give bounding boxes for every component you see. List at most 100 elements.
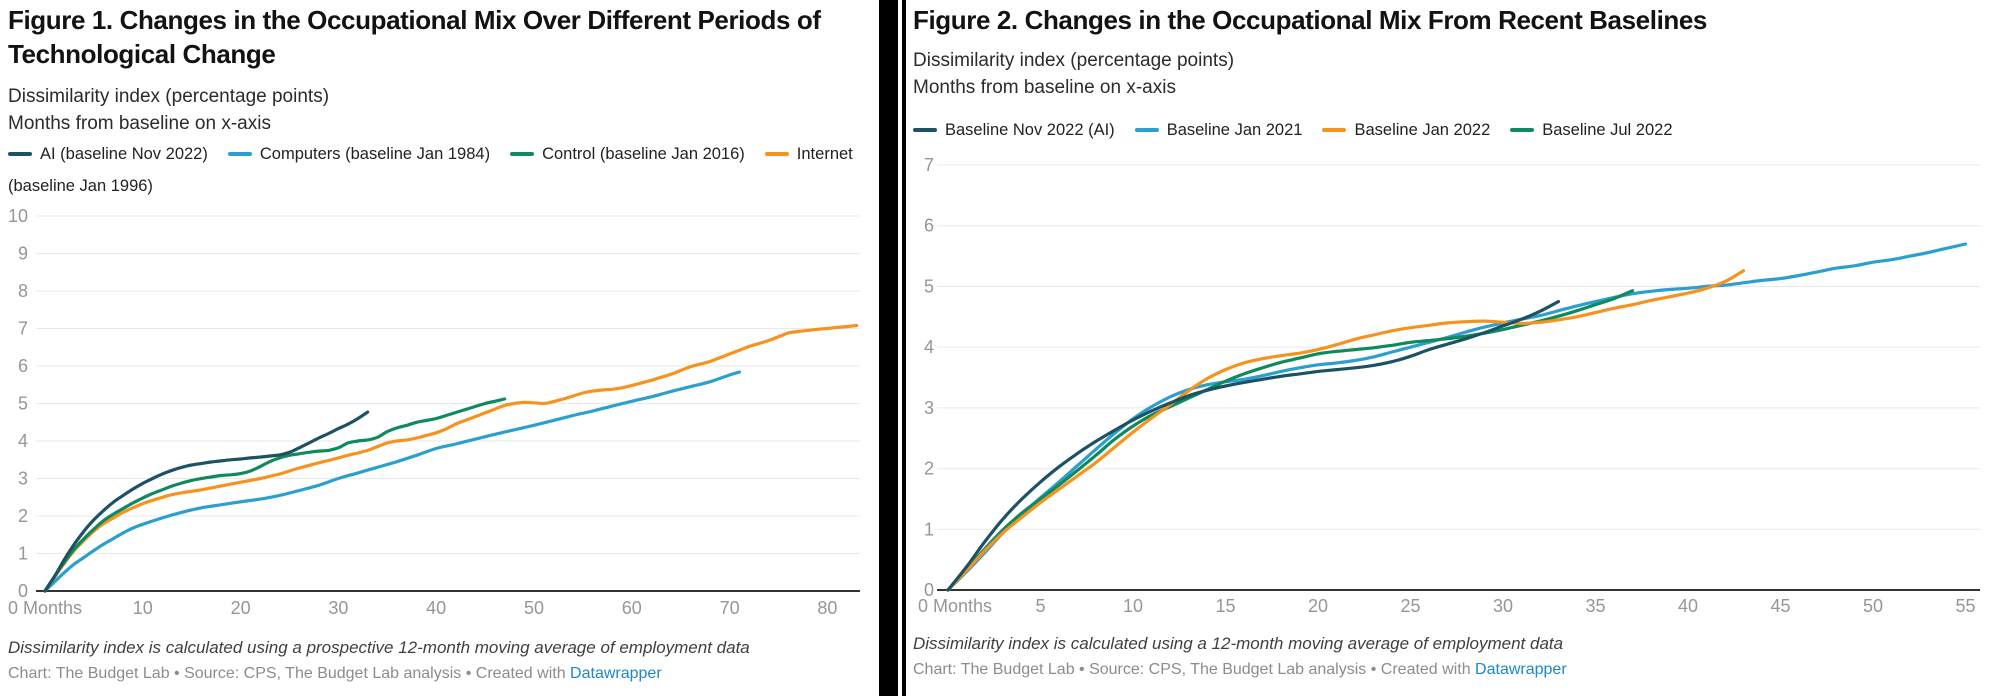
y-tick-label: 3 xyxy=(18,469,28,489)
x-tick-label: 0 Months xyxy=(8,598,82,618)
y-tick-label: 10 xyxy=(8,206,28,226)
figure1-subtitle-line1: Dissimilarity index (percentage points) xyxy=(8,86,330,107)
y-tick-label: 6 xyxy=(924,216,934,236)
figure2-subtitle-line2: Months from baseline on x-axis xyxy=(913,76,1176,98)
y-tick-label: 8 xyxy=(18,281,28,301)
y-tick-label: 3 xyxy=(924,398,934,418)
legend-item: AI (baseline Nov 2022) xyxy=(8,145,208,163)
x-tick-label: 55 xyxy=(1955,596,1975,616)
figure1-line-chart[interactable]: 0 1 2 3 4 5 6 7 8 9 10 0 Months 10 20 30 40 50 60 70 80 xyxy=(0,196,872,630)
legend-item-label: AI (baseline Nov 2022) xyxy=(40,145,208,163)
legend-item-label: Computers (baseline Jan 1984) xyxy=(259,145,491,163)
figure1-subtitle-line2: Months from baseline on x-axis xyxy=(8,112,271,134)
x-tick-label: 20 xyxy=(231,598,251,618)
legend-item-label: Baseline Jan 2021 xyxy=(1166,121,1303,139)
gridlines xyxy=(36,215,860,592)
legend-item-label: Baseline Jul 2022 xyxy=(1542,121,1673,139)
legend-item-label: Baseline Nov 2022 (AI) xyxy=(945,121,1115,139)
x-tick-label: 80 xyxy=(817,598,837,618)
y-tick-label: 7 xyxy=(924,155,934,175)
y-tick-label: 1 xyxy=(924,519,934,539)
figure2-credit-text: Chart: The Budget Lab • Source: CPS, The… xyxy=(913,661,1476,678)
figure1-panel: Figure 1. Changes in the Occupational Mi… xyxy=(0,0,879,696)
figure1-title: Figure 1. Changes in the Occupational Mi… xyxy=(8,5,821,70)
figure2-subtitle: Dissimilarity index (percentage points) … xyxy=(913,48,1234,102)
series-line-lightblue[interactable] xyxy=(946,242,1968,592)
legend-swatch-icon xyxy=(913,128,937,132)
figure1-credit-text: Chart: The Budget Lab • Source: CPS, The… xyxy=(8,665,571,682)
figure2-subtitle-line1: Dissimilarity index (percentage points) xyxy=(913,50,1235,71)
legend-swatch-icon xyxy=(1510,128,1535,132)
x-tick-label: 40 xyxy=(1678,596,1698,616)
x-axis-labels: 0 Months 10 20 30 40 50 60 70 80 xyxy=(8,598,837,618)
figure1-subtitle: Dissimilarity index (percentage points) … xyxy=(8,84,329,138)
legend-item: Computers (baseline Jan 1984) xyxy=(227,145,491,163)
y-tick-label: 0 xyxy=(18,581,28,601)
x-tick-label: 5 xyxy=(1035,596,1045,616)
series-line-navy[interactable] xyxy=(946,300,1561,592)
x-tick-label: 25 xyxy=(1400,596,1420,616)
figure1-footnote: Dissimilarity index is calculated using … xyxy=(8,638,750,657)
y-axis-labels: 0 1 2 3 4 5 6 7 8 9 10 xyxy=(8,206,28,601)
x-tick-label: 10 xyxy=(133,598,153,618)
legend-item: Baseline Jul 2022 xyxy=(1510,121,1673,139)
figure2-title: Figure 2. Changes in the Occupational Mi… xyxy=(913,5,1707,35)
legend-item: Control (baseline Jan 2016) xyxy=(510,145,745,163)
y-tick-label: 4 xyxy=(18,431,28,451)
series-line-orange[interactable] xyxy=(946,269,1746,592)
x-tick-label: 40 xyxy=(426,598,446,618)
legend-swatch-icon xyxy=(8,152,32,156)
x-tick-label: 15 xyxy=(1215,596,1235,616)
x-tick-label: 0 Months xyxy=(918,596,992,616)
x-tick-label: 30 xyxy=(1493,596,1513,616)
x-tick-label: 70 xyxy=(720,598,740,618)
y-tick-label: 5 xyxy=(18,394,28,414)
x-tick-label: 45 xyxy=(1770,596,1790,616)
legend-swatch-icon xyxy=(764,152,789,156)
figure2-credit: Chart: The Budget Lab • Source: CPS, The… xyxy=(913,661,1567,679)
x-tick-label: 50 xyxy=(1863,596,1883,616)
figure2-footnote: Dissimilarity index is calculated using … xyxy=(913,634,1564,653)
y-tick-label: 7 xyxy=(18,319,28,339)
y-tick-label: 6 xyxy=(18,356,28,376)
series-line-green[interactable] xyxy=(946,289,1635,592)
legend-item: Baseline Nov 2022 (AI) xyxy=(913,121,1115,139)
series-line-green[interactable] xyxy=(43,397,507,593)
figure2-legend: Baseline Nov 2022 (AI) Baseline Jan 2021 B… xyxy=(913,114,1993,146)
legend-item-label: Control (baseline Jan 2016) xyxy=(542,145,745,163)
x-tick-label: 20 xyxy=(1308,596,1328,616)
x-tick-label: 35 xyxy=(1585,596,1605,616)
legend-item-label: Internet (baseline Jan 1996) xyxy=(8,145,853,195)
legend-item: Baseline Jan 2021 xyxy=(1134,121,1303,139)
y-tick-label: 9 xyxy=(18,244,28,264)
panel-divider-line xyxy=(902,0,906,696)
x-tick-label: 10 xyxy=(1123,596,1143,616)
gridlines xyxy=(937,164,1980,591)
y-tick-label: 5 xyxy=(924,276,934,296)
panel-divider-bar xyxy=(879,0,898,696)
legend-item: Baseline Jan 2022 xyxy=(1322,121,1490,139)
series-line-navy[interactable] xyxy=(43,410,370,593)
figure2-datawrapper-link[interactable]: Datawrapper xyxy=(1475,661,1567,678)
x-tick-label: 30 xyxy=(328,598,348,618)
y-axis-labels: 0 1 2 3 4 5 6 7 xyxy=(924,155,934,600)
y-tick-label: 1 xyxy=(18,544,28,564)
legend-swatch-icon xyxy=(1134,128,1159,132)
figure2-panel: Figure 2. Changes in the Occupational Mi… xyxy=(906,0,2000,696)
figure1-datawrapper-link[interactable]: Datawrapper xyxy=(570,665,662,682)
legend-item-label: Baseline Jan 2022 xyxy=(1354,121,1491,139)
series-line-lightblue[interactable] xyxy=(43,370,741,593)
y-tick-label: 4 xyxy=(924,337,934,357)
figure1-credit: Chart: The Budget Lab • Source: CPS, The… xyxy=(8,665,662,683)
legend-swatch-icon xyxy=(1322,128,1347,132)
series-line-orange[interactable] xyxy=(43,323,859,593)
x-tick-label: 50 xyxy=(524,598,544,618)
legend-item: Internet (baseline Jan 1996) xyxy=(8,145,853,195)
y-tick-label: 0 xyxy=(924,580,934,600)
y-tick-label: 2 xyxy=(924,459,934,479)
y-tick-label: 2 xyxy=(18,506,28,526)
figure1-legend: AI (baseline Nov 2022) Computers (baselin… xyxy=(8,138,870,202)
x-axis-labels: 0 Months 5 10 15 20 25 30 35 40 45 50 55 xyxy=(918,596,1976,616)
legend-swatch-icon xyxy=(510,152,535,156)
